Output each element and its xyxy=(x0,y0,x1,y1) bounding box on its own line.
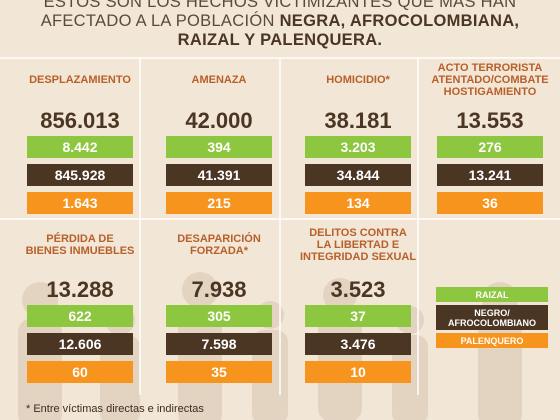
legend-negro: NEGRO/AFROCOLOMBIANO xyxy=(436,305,548,330)
legend-palenquero: PALENQUERO xyxy=(436,333,548,348)
header-text: RAIZAL Y PALENQUERA. xyxy=(177,31,383,49)
cell-title: FORZADA* xyxy=(189,245,249,257)
cell-total: 38.181 xyxy=(324,108,392,133)
value-bar-raizal: 394 xyxy=(166,136,272,158)
value-bar-raizal: 8.442 xyxy=(27,136,133,158)
cell-title: INTEGRIDAD SEXUAL xyxy=(299,251,417,263)
value-bar-palenquero: 10 xyxy=(305,361,411,383)
legend-raizal: RAIZAL xyxy=(436,287,548,302)
value-bar-negro: 12.606 xyxy=(27,333,133,355)
cell-title: HOMICIDIO* xyxy=(326,74,390,86)
value-bar-palenquero: 134 xyxy=(305,192,411,214)
header-text: AFECTADO A LA POBLACIÓN xyxy=(40,12,280,30)
legend-text: PALENQUERO xyxy=(460,335,524,346)
value-bar-palenquero: 1.643 xyxy=(27,192,133,214)
value-bar-raizal: 622 xyxy=(27,305,133,327)
header-line: ESTOS SON LOS HECHOS VICTIMIZANTES QUE M… xyxy=(0,0,560,12)
cell-total: 13.288 xyxy=(46,277,114,302)
legend-text: NEGRO/ xyxy=(474,307,510,318)
legend-text: RAIZAL xyxy=(475,289,509,300)
header-line: RAIZAL Y PALENQUERA. xyxy=(0,31,560,50)
value-bar-negro: 7.598 xyxy=(166,333,272,355)
value-bar-palenquero: 36 xyxy=(437,192,543,214)
cell-title: DESPLAZAMIENTO xyxy=(29,74,131,86)
cell-title: BIENES INMUEBLES xyxy=(25,245,135,257)
value-bar-negro: 3.476 xyxy=(305,333,411,355)
cell-title: DESAPARICIÓN xyxy=(177,233,261,245)
value-bar-raizal: 305 xyxy=(166,305,272,327)
cell-total: 13.553 xyxy=(456,108,524,133)
value-bar-raizal: 3.203 xyxy=(305,136,411,158)
value-bar-negro: 13.241 xyxy=(437,164,543,186)
cell-total: 42.000 xyxy=(185,108,253,133)
value-bar-raizal: 37 xyxy=(305,305,411,327)
cell-title: ACTO TERRORISTA xyxy=(437,62,543,74)
cell-title: ATENTADO/COMBATE xyxy=(431,74,549,86)
cell-title: AMENAZA xyxy=(191,74,247,86)
cell-title: PÉRDIDA DE xyxy=(46,233,114,245)
header-text: ESTOS SON LOS HECHOS VICTIMIZANTES QUE M… xyxy=(43,0,517,11)
header-line: AFECTADO A LA POBLACIÓN NEGRA, AFROCOLOM… xyxy=(0,12,560,31)
value-bar-palenquero: 60 xyxy=(27,361,133,383)
footnote: * Entre víctimas directas e indirectas xyxy=(26,403,204,415)
cell-title: HOSTIGAMIENTO xyxy=(443,86,537,98)
cell-total: 7.938 xyxy=(191,277,247,302)
value-bar-palenquero: 215 xyxy=(166,192,272,214)
cell-total: 856.013 xyxy=(40,108,120,133)
legend-text: AFROCOLOMBIANO xyxy=(448,317,536,328)
value-bar-negro: 845.928 xyxy=(27,164,133,186)
header-text: NEGRA, AFROCOLOMBIANA, xyxy=(279,12,520,30)
cell-title: LA LIBERTAD E xyxy=(316,239,400,251)
cell-total: 3.523 xyxy=(330,277,386,302)
value-bar-negro: 34.844 xyxy=(305,164,411,186)
value-bar-raizal: 276 xyxy=(437,136,543,158)
cell-title: DELITOS CONTRA xyxy=(309,227,407,239)
value-bar-negro: 41.391 xyxy=(166,164,272,186)
value-bar-palenquero: 35 xyxy=(166,361,272,383)
